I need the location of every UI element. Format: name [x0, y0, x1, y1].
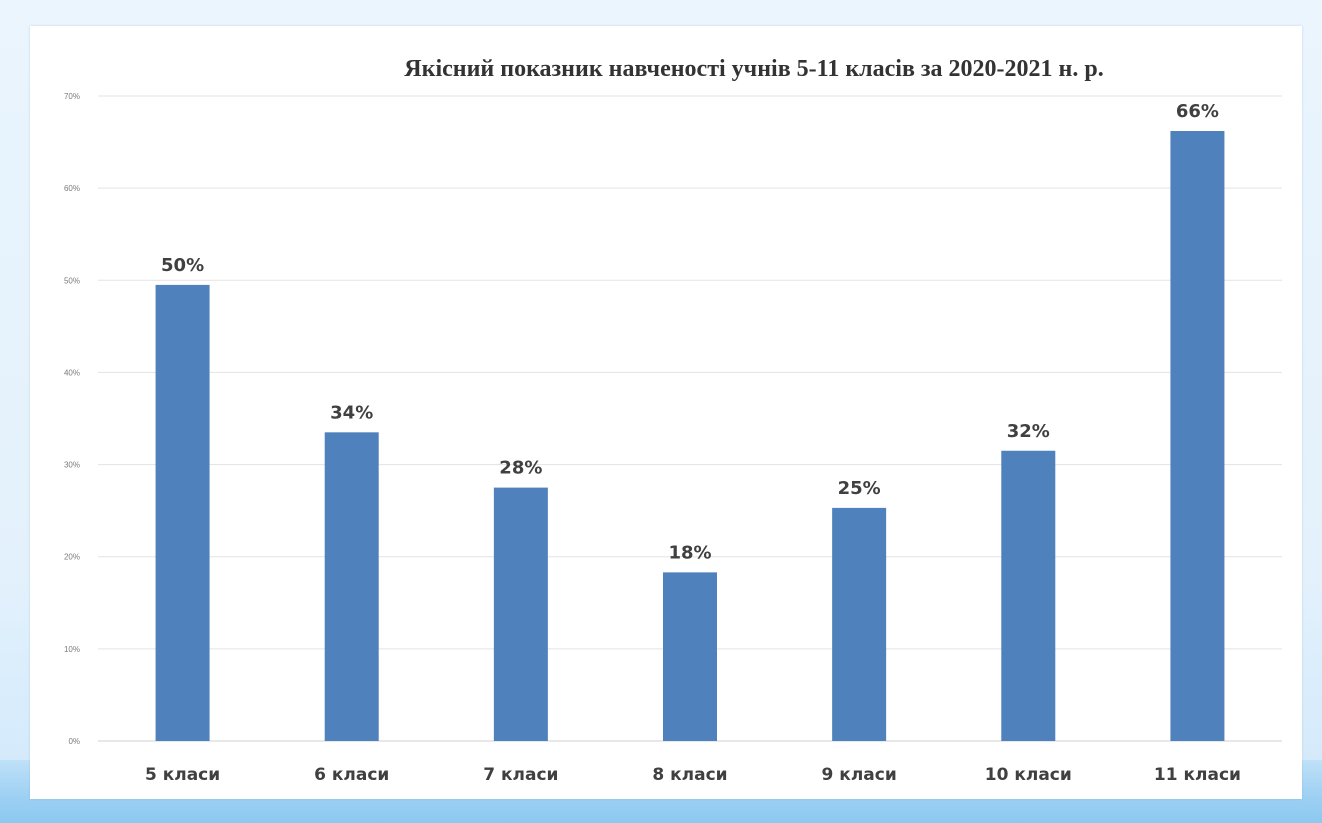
x-tick-label: 11 класи	[1154, 765, 1241, 785]
x-tick-label: 8 класи	[652, 765, 727, 785]
bar	[155, 284, 210, 741]
bar	[493, 487, 548, 741]
data-label: 18%	[668, 542, 711, 563]
y-tick-label: 70%	[64, 92, 80, 101]
chart-title: Якісний показник навченості учнів 5-11 к…	[404, 56, 1103, 82]
bar-chart: Якісний показник навченості учнів 5-11 к…	[64, 56, 1282, 785]
x-tick-label: 6 класи	[314, 765, 389, 785]
x-tick-label: 9 класи	[822, 765, 897, 785]
y-tick-label: 30%	[64, 461, 80, 470]
chart-card: Якісний показник навченості учнів 5-11 к…	[30, 26, 1302, 799]
bar	[663, 572, 717, 741]
y-tick-label: 20%	[64, 553, 80, 562]
x-tick-label: 10 класи	[985, 765, 1072, 785]
bar	[324, 432, 379, 741]
data-label: 28%	[499, 458, 542, 479]
y-tick-label: 50%	[64, 276, 80, 285]
bar	[1170, 131, 1225, 741]
data-label: 32%	[1007, 421, 1050, 442]
y-tick-label: 10%	[64, 645, 80, 654]
data-label: 50%	[161, 255, 204, 276]
x-tick-label: 5 класи	[145, 765, 220, 785]
x-tick-label: 7 класи	[483, 765, 558, 785]
y-tick-label: 60%	[64, 184, 80, 193]
y-tick-label: 0%	[68, 737, 80, 746]
bar	[832, 507, 887, 741]
data-label: 66%	[1176, 101, 1219, 122]
y-tick-label: 40%	[64, 368, 80, 377]
data-label: 25%	[838, 478, 881, 499]
bar	[1001, 450, 1056, 741]
data-label: 34%	[330, 402, 373, 423]
